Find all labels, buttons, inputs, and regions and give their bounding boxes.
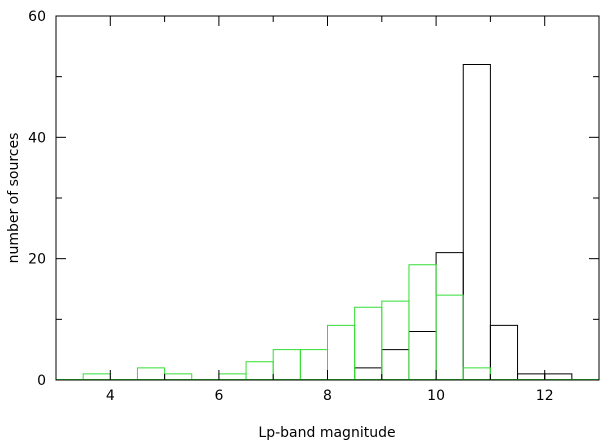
bar-s0-1 [381,349,410,380]
bar-s0-5 [489,324,519,380]
y-tick-label: 20 [28,252,46,268]
bar-s1-11 [435,294,464,380]
bar-s1-7 [327,324,356,380]
x-tick-label: 8 [323,388,332,404]
bar-s1-10 [408,264,437,380]
bar-s1-12 [462,367,491,380]
histogram-bars [56,64,599,380]
y-tick-label: 40 [28,130,46,146]
bar-s1-9 [381,300,410,380]
bar-s1-5 [272,349,301,380]
bar-s0-2 [408,330,437,380]
x-tick-label: 10 [427,388,445,404]
y-axis-label: number of sources [6,133,22,264]
tick-labels: 4 6 8 10 12 0 20 40 60 [28,9,553,404]
x-tick-label: 12 [536,388,554,404]
bar-s1-1 [136,367,166,380]
x-tick-label: 4 [106,388,115,404]
x-axis-label: Lp-band magnitude [258,425,395,441]
bar-s0-4 [462,64,491,380]
bar-s0-0 [354,367,383,380]
bar-s1-8 [354,306,383,380]
y-tick-label: 60 [28,9,46,25]
bar-s0-3 [435,252,464,380]
y-tick-label: 0 [37,373,46,389]
bar-s1-4 [245,361,274,380]
x-tick-label: 6 [214,388,223,404]
bar-s1-6 [299,349,328,380]
axis-ticks [56,15,599,381]
